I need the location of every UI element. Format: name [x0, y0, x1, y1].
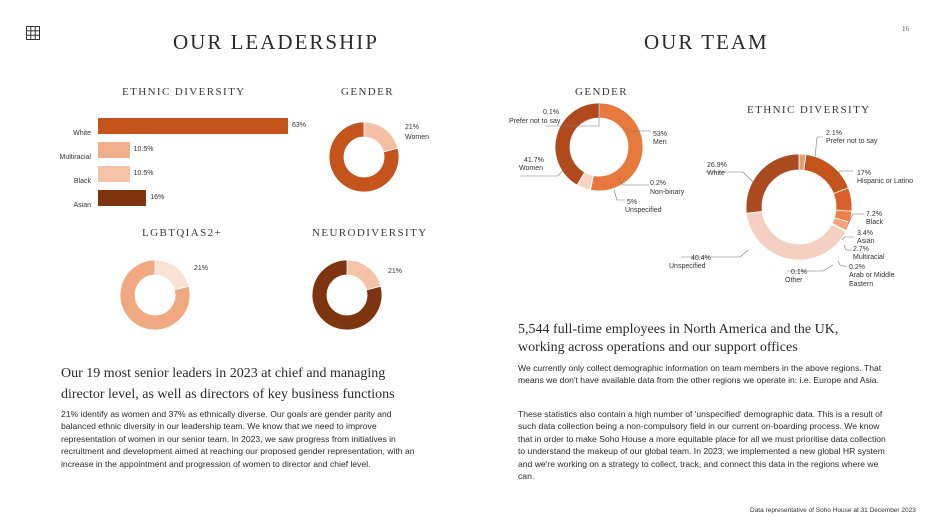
- bar-value-label: 16%: [150, 194, 165, 201]
- bar-value-label: 10.5%: [133, 170, 154, 177]
- team-ethnic-label-name: Arab or Middle Eastern: [849, 272, 895, 288]
- team-gender-label-name: Women: [519, 165, 543, 172]
- bar-value-label: 63%: [292, 122, 307, 129]
- chart-title-leadership-lgbtq: LGBTQIAS2+: [142, 227, 223, 239]
- donut-slice-0: [346, 259, 382, 291]
- bar-category-label: Black: [73, 178, 91, 185]
- team-ethnic-label-name: Unspecified: [669, 263, 706, 270]
- team-ethnic-label-value: 2.7%: [853, 246, 869, 253]
- team-ethnic-label-name: White: [707, 170, 725, 177]
- page-number: 16: [902, 25, 909, 33]
- team-lead-text: 5,544 full-time employees in North Ameri…: [518, 322, 839, 355]
- bar-category-label: White: [73, 130, 91, 137]
- donut-slice-men: [590, 102, 644, 192]
- team-ethnic-label-name: Black: [866, 219, 884, 226]
- bar-category-label: Multiracial: [59, 154, 91, 161]
- donut-slice-0: [154, 259, 190, 291]
- donut-slice-1: [328, 121, 400, 193]
- team-ethnic-label-value: 26.9%: [707, 162, 727, 169]
- leadership-body-text: 21% identify as women and 37% as ethnica…: [61, 409, 415, 469]
- team-ethnic-label-name: Prefer not to say: [826, 138, 878, 145]
- chart-title-team-ethnic: ETHNIC DIVERSITY: [747, 104, 871, 116]
- team-gender-label-name: Non-binary: [650, 189, 685, 196]
- team-body-text-2: These statistics also contain a high num…: [518, 409, 886, 482]
- donut-slice-unspecified: [745, 210, 847, 261]
- donut-slice-women: [554, 102, 600, 186]
- donut-value-label: 21%: [405, 124, 420, 131]
- team-gender-label-name: Prefer not to say: [509, 118, 561, 125]
- leadership-neuro-donut: [311, 259, 383, 331]
- bar-white: [98, 118, 288, 134]
- team-ethnic-label-value: 3.4%: [857, 230, 873, 237]
- chart-title-team-gender: GENDER: [575, 86, 629, 98]
- chart-title-leadership-neuro: NEURODIVERSITY: [312, 227, 428, 239]
- team-ethnic-label-name: Hispanic or Latino: [857, 178, 914, 185]
- donut-slice-name: Women: [405, 134, 429, 141]
- donut-slice-1: [119, 259, 191, 331]
- leadership-ethnic-bar-chart: White 63% Multiracial 10.5% Black 10.5% …: [40, 112, 306, 212]
- bar-black: [98, 166, 130, 182]
- donut-slice-white: [745, 153, 800, 214]
- bar-category-label: Asian: [73, 202, 91, 209]
- team-ethnic-label-value: 0.1%: [791, 269, 807, 276]
- team-ethnic-donut: [745, 153, 853, 261]
- team-ethnic-label-value: 17%: [857, 170, 872, 177]
- team-ethnic-label-value: 40.4%: [691, 255, 711, 262]
- donut-slice-women: [363, 121, 399, 153]
- team-ethnic-label-name: Other: [785, 277, 803, 284]
- chart-title-leadership-ethnic: ETHNIC DIVERSITY: [122, 86, 246, 98]
- team-gender-label-name: Men: [653, 139, 667, 146]
- team-ethnic-label-name: Asian: [857, 238, 875, 245]
- team-body-text-1: We currently only collect demographic in…: [518, 363, 882, 386]
- donut-slice-1: [311, 259, 383, 331]
- bar-asian: [98, 190, 147, 206]
- donut-value-label: 21%: [194, 265, 209, 272]
- team-gender-label-value: 0.2%: [650, 180, 666, 187]
- team-gender-label-value: 5%: [627, 199, 638, 206]
- team-title: OUR TEAM: [644, 30, 769, 54]
- team-ethnic-label-value: 7.2%: [866, 211, 882, 218]
- team-ethnic-label-name: Multiracial: [853, 254, 885, 261]
- team-ethnic-label-value: 2.1%: [826, 130, 842, 137]
- donut-value-label: 21%: [388, 268, 403, 275]
- leadership-lgbtq-donut: [119, 259, 191, 331]
- chart-title-leadership-gender: GENDER: [341, 86, 395, 98]
- team-gender-donut: [554, 102, 644, 192]
- footnote: Data representative of Soho House at 31 …: [750, 507, 916, 514]
- team-gender-label-value: 53%: [653, 131, 668, 138]
- leadership-title: OUR LEADERSHIP: [173, 30, 379, 54]
- leadership-gender-donut: [328, 121, 400, 193]
- team-gender-label-value: 41.7%: [524, 157, 544, 164]
- bar-value-label: 10.5%: [133, 146, 154, 153]
- team-gender-label-name: Unspecified: [625, 207, 662, 214]
- leadership-lead-text: Our 19 most senior leaders in 2023 at ch…: [61, 366, 395, 402]
- donut-slice-hispanic-or-latino: [803, 154, 849, 195]
- bar-multiracial: [98, 142, 130, 158]
- team-gender-label-value: 0.1%: [543, 109, 559, 116]
- grid-icon[interactable]: [26, 26, 40, 40]
- team-ethnic-label-value: 0.2%: [849, 264, 865, 271]
